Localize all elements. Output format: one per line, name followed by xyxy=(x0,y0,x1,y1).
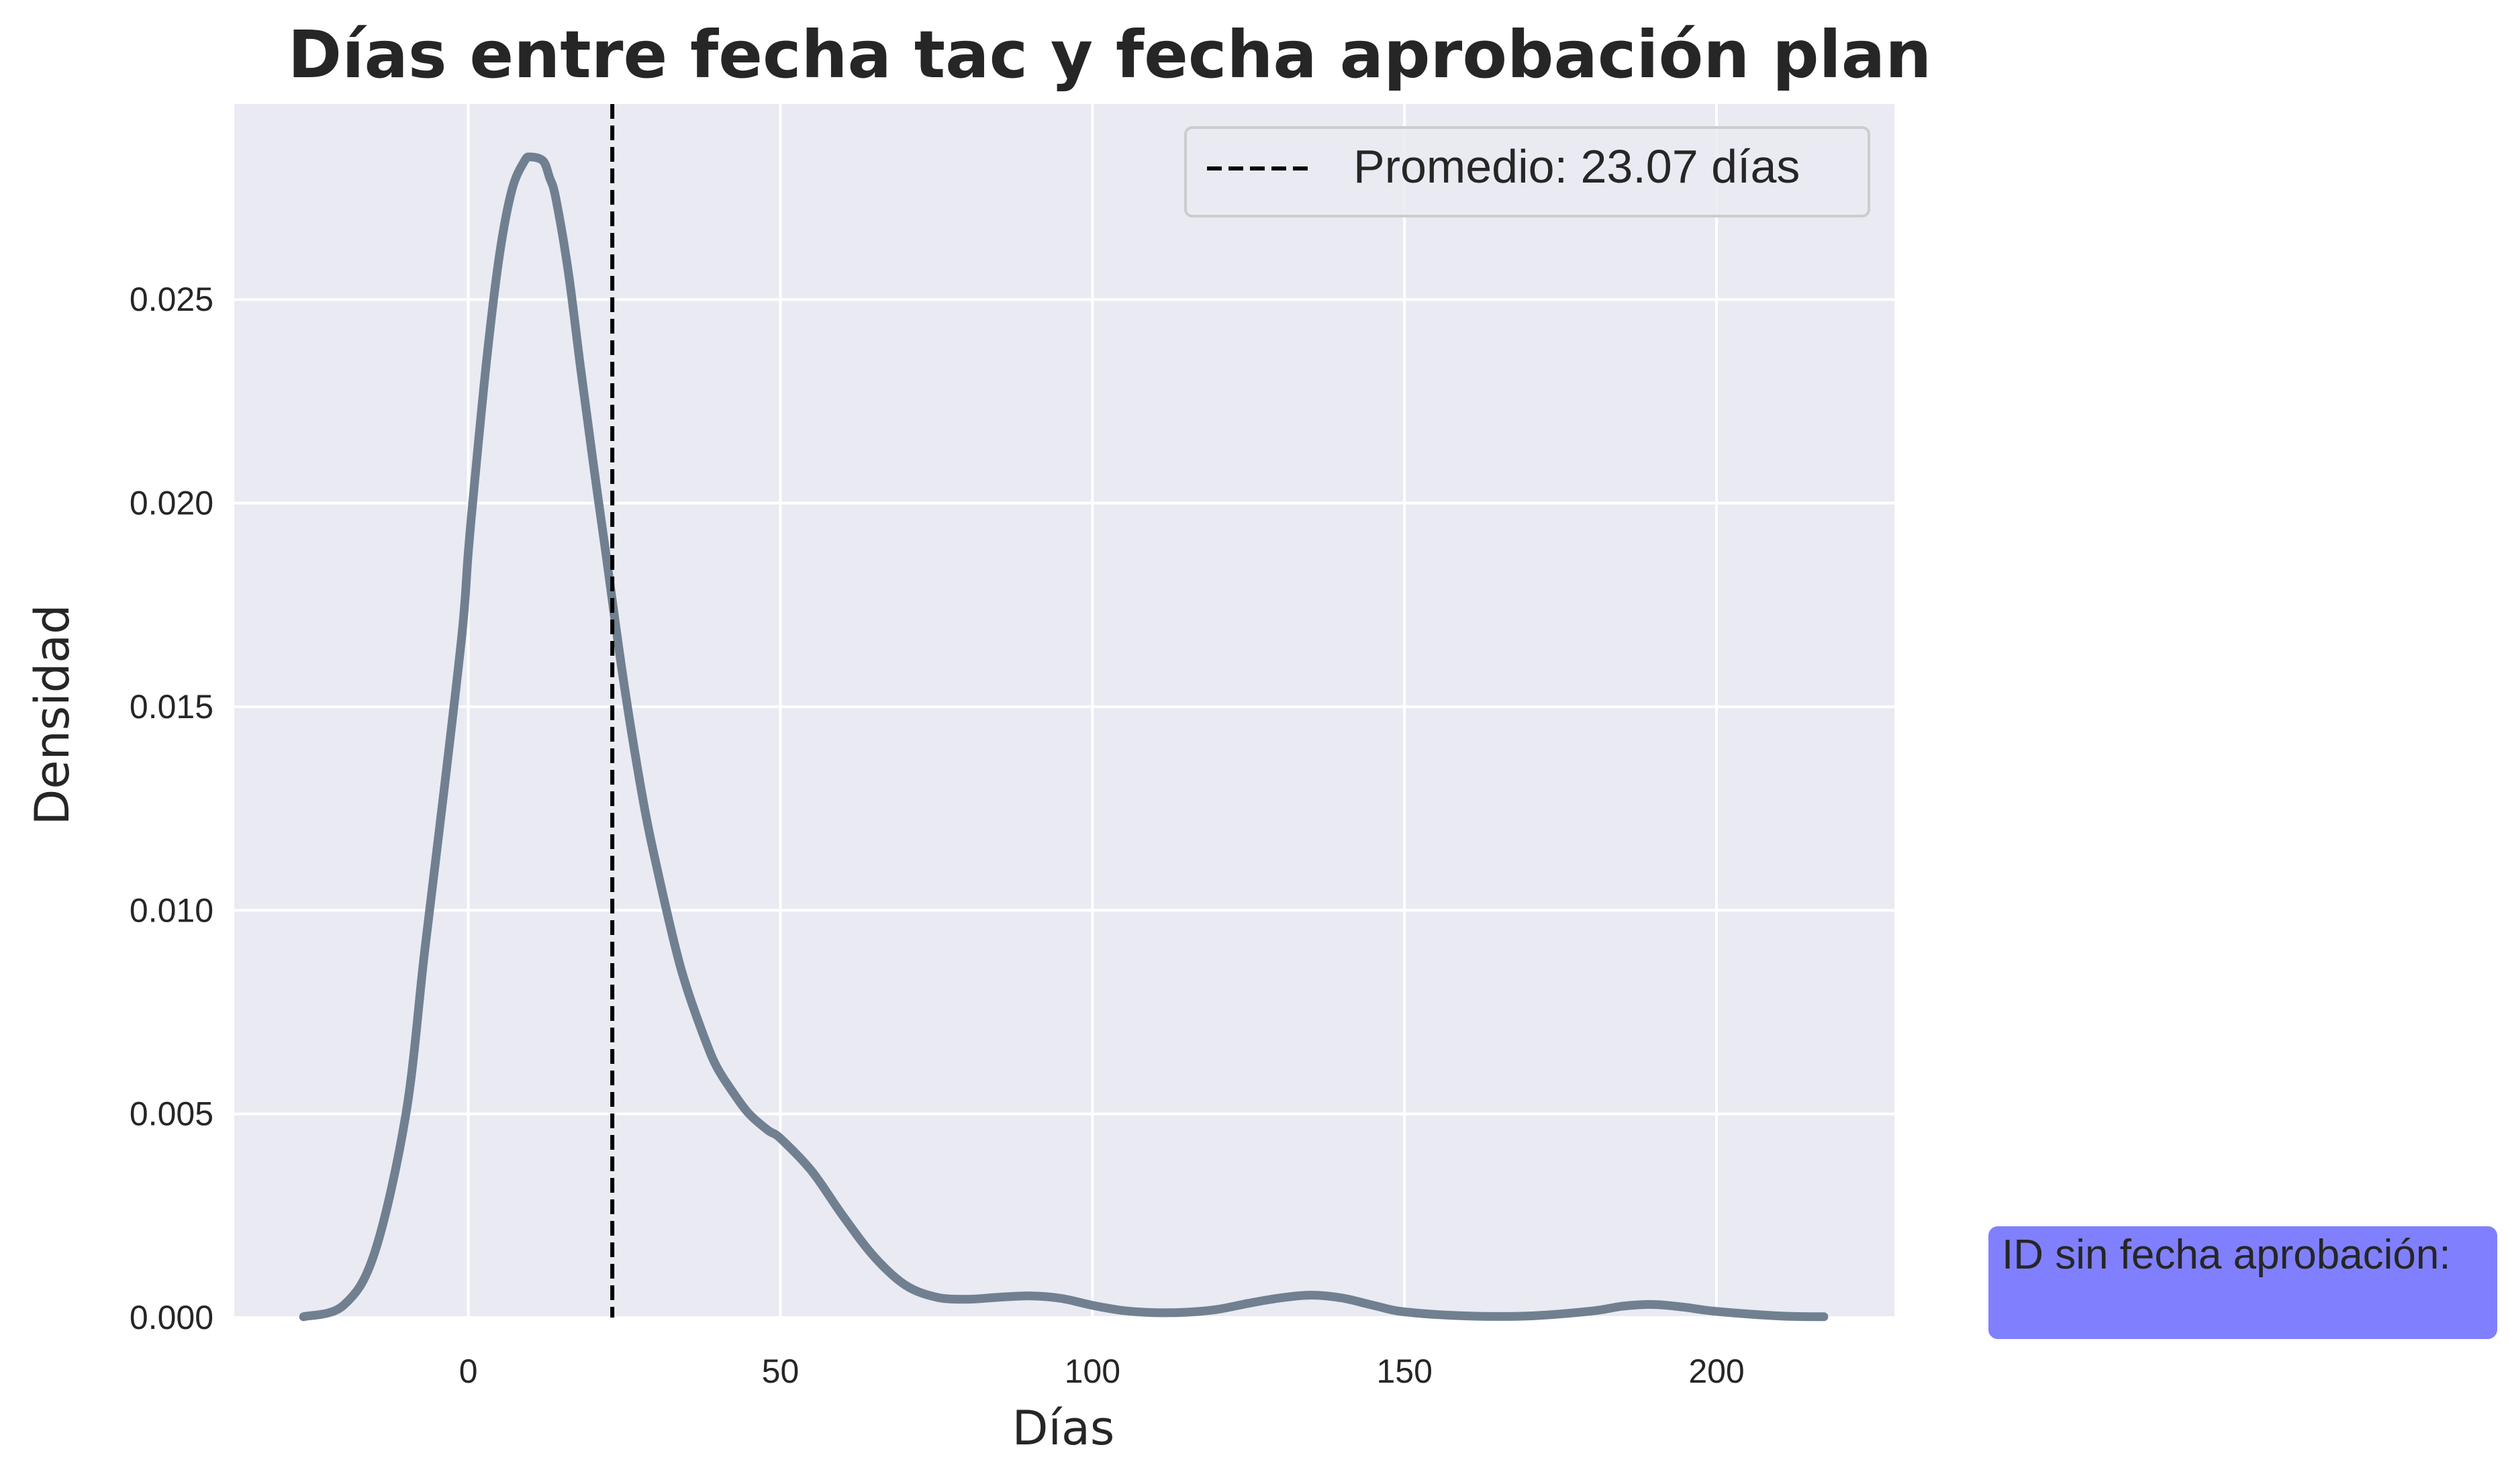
x-tick-label: 100 xyxy=(1065,1352,1120,1390)
x-tick-labels: 0 50 100 150 200 xyxy=(459,1352,1745,1390)
x-tick-label: 50 xyxy=(762,1352,800,1390)
y-tick-labels: 0.000 0.005 0.010 0.015 0.020 0.025 xyxy=(130,281,213,1336)
chart-title: Días entre fecha tac y fecha aprobación … xyxy=(288,17,1932,93)
x-axis-label: Días xyxy=(1012,1401,1115,1456)
density-curve xyxy=(299,152,1829,1322)
x-tick-label: 200 xyxy=(1688,1352,1744,1390)
annotation-box: ID sin fecha aprobación: xyxy=(1988,1226,2497,1339)
grid-lines xyxy=(234,104,1894,1319)
y-tick-label: 0.015 xyxy=(130,688,213,726)
y-tick-label: 0.000 xyxy=(130,1299,213,1336)
y-tick-label: 0.005 xyxy=(130,1095,213,1133)
legend: Promedio: 23.07 días xyxy=(1184,126,1870,217)
annotation-text: ID sin fecha aprobación: xyxy=(2002,1232,2451,1278)
plot-area xyxy=(234,104,1894,1318)
x-tick-label: 150 xyxy=(1376,1352,1432,1390)
y-axis-label: Densidad xyxy=(25,604,80,825)
y-tick-label: 0.020 xyxy=(130,485,213,522)
y-tick-label: 0.010 xyxy=(130,891,213,929)
x-tick-label: 0 xyxy=(459,1352,478,1390)
y-tick-label: 0.025 xyxy=(130,281,213,318)
annotation-background xyxy=(1988,1226,2497,1339)
legend-label: Promedio: 23.07 días xyxy=(1353,140,1800,193)
legend-frame xyxy=(1184,126,1870,217)
